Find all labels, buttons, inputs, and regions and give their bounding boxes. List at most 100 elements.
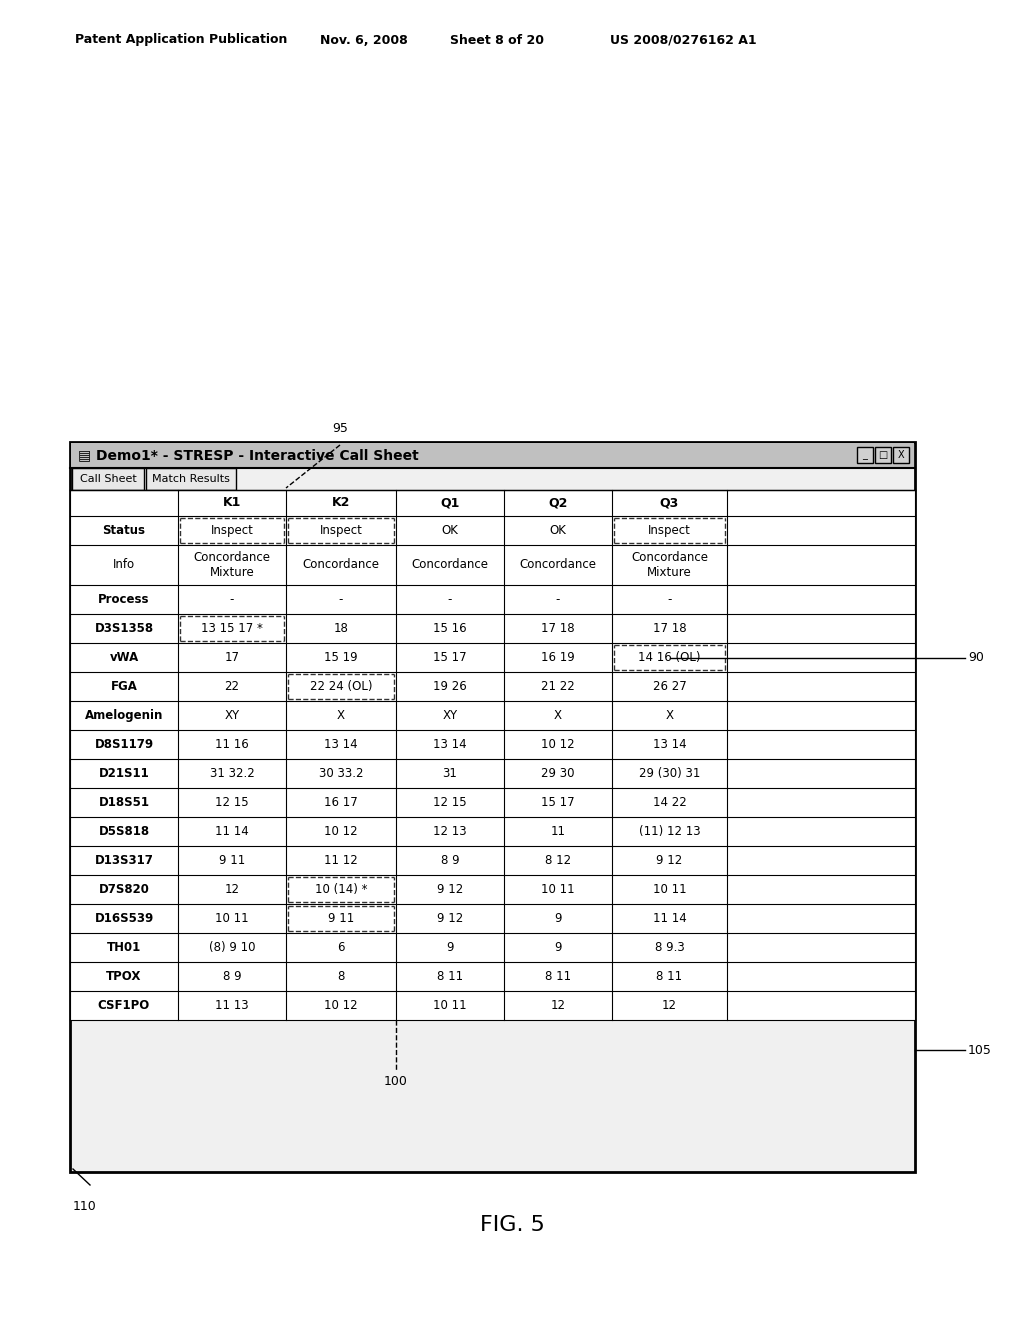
Text: X: X xyxy=(337,709,345,722)
Bar xyxy=(857,447,873,463)
Text: Concordance: Concordance xyxy=(412,558,488,572)
Text: 12 15: 12 15 xyxy=(215,796,249,809)
Text: 11 14: 11 14 xyxy=(215,825,249,838)
Text: 10 (14) *: 10 (14) * xyxy=(314,883,368,896)
Text: 9 12: 9 12 xyxy=(437,883,463,896)
Text: D21S11: D21S11 xyxy=(98,767,150,780)
Text: -: - xyxy=(229,593,234,606)
Text: CSF1PO: CSF1PO xyxy=(98,999,151,1012)
Text: 13 14: 13 14 xyxy=(325,738,357,751)
Text: 11 14: 11 14 xyxy=(652,912,686,925)
Text: Concordance: Concordance xyxy=(302,558,380,572)
Text: 15 17: 15 17 xyxy=(542,796,574,809)
Text: K1: K1 xyxy=(223,496,242,510)
Text: Call Sheet: Call Sheet xyxy=(80,474,136,484)
Text: 8: 8 xyxy=(337,970,345,983)
Text: Inspect: Inspect xyxy=(648,524,691,537)
Text: 10 11: 10 11 xyxy=(652,883,686,896)
Text: 110: 110 xyxy=(73,1200,97,1213)
Text: 11 16: 11 16 xyxy=(215,738,249,751)
Text: (11) 12 13: (11) 12 13 xyxy=(639,825,700,838)
Text: 22: 22 xyxy=(224,680,240,693)
Text: 8 9: 8 9 xyxy=(222,970,242,983)
Text: US 2008/0276162 A1: US 2008/0276162 A1 xyxy=(610,33,757,46)
Text: 10 11: 10 11 xyxy=(215,912,249,925)
Text: 10 11: 10 11 xyxy=(542,883,574,896)
Text: 12 13: 12 13 xyxy=(433,825,467,838)
Text: FGA: FGA xyxy=(111,680,137,693)
Text: TH01: TH01 xyxy=(106,941,141,954)
Text: 15 19: 15 19 xyxy=(325,651,357,664)
Text: 12: 12 xyxy=(224,883,240,896)
Text: FIG. 5: FIG. 5 xyxy=(479,1214,545,1236)
Text: □: □ xyxy=(879,450,888,459)
Text: 22 24 (OL): 22 24 (OL) xyxy=(309,680,373,693)
Text: 26 27: 26 27 xyxy=(652,680,686,693)
Text: 30 33.2: 30 33.2 xyxy=(318,767,364,780)
Text: Concordance
Mixture: Concordance Mixture xyxy=(194,550,270,579)
Text: 11: 11 xyxy=(551,825,565,838)
Text: 90: 90 xyxy=(968,651,984,664)
Text: vWA: vWA xyxy=(110,651,138,664)
Text: 17: 17 xyxy=(224,651,240,664)
Bar xyxy=(874,447,891,463)
Text: X: X xyxy=(898,450,904,459)
Text: (8) 9 10: (8) 9 10 xyxy=(209,941,255,954)
Text: Concordance
Mixture: Concordance Mixture xyxy=(631,550,708,579)
Text: 16 17: 16 17 xyxy=(325,796,357,809)
Text: 29 30: 29 30 xyxy=(542,767,574,780)
Text: 21 22: 21 22 xyxy=(541,680,574,693)
Text: D13S317: D13S317 xyxy=(94,854,154,867)
Text: 8 11: 8 11 xyxy=(545,970,571,983)
Text: XY: XY xyxy=(224,709,240,722)
Text: -: - xyxy=(668,593,672,606)
Text: Amelogenin: Amelogenin xyxy=(85,709,163,722)
Text: Concordance: Concordance xyxy=(519,558,597,572)
Text: 9: 9 xyxy=(554,912,562,925)
Text: 31: 31 xyxy=(442,767,458,780)
Text: 10 12: 10 12 xyxy=(325,825,357,838)
Text: Sheet 8 of 20: Sheet 8 of 20 xyxy=(450,33,544,46)
Text: _: _ xyxy=(862,450,867,459)
Text: Info: Info xyxy=(113,558,135,572)
Text: 8 11: 8 11 xyxy=(437,970,463,983)
Text: 100: 100 xyxy=(384,1074,408,1088)
Text: 8 12: 8 12 xyxy=(545,854,571,867)
Text: Q1: Q1 xyxy=(440,496,460,510)
Text: TPOX: TPOX xyxy=(106,970,141,983)
Text: Q3: Q3 xyxy=(659,496,679,510)
Text: Q2: Q2 xyxy=(548,496,567,510)
Text: K2: K2 xyxy=(332,496,350,510)
Text: 12 15: 12 15 xyxy=(433,796,467,809)
Text: 15 17: 15 17 xyxy=(433,651,467,664)
Text: 13 15 17 *: 13 15 17 * xyxy=(201,622,263,635)
Text: 9 11: 9 11 xyxy=(328,912,354,925)
Text: 9 11: 9 11 xyxy=(219,854,245,867)
Text: OK: OK xyxy=(441,524,459,537)
Text: 95: 95 xyxy=(332,422,348,436)
Text: 9: 9 xyxy=(554,941,562,954)
Text: 19 26: 19 26 xyxy=(433,680,467,693)
Text: 12: 12 xyxy=(662,999,677,1012)
Text: 10 11: 10 11 xyxy=(433,999,467,1012)
Text: D8S1179: D8S1179 xyxy=(94,738,154,751)
Bar xyxy=(70,490,915,1020)
Text: XY: XY xyxy=(442,709,458,722)
Text: -: - xyxy=(447,593,453,606)
Text: -: - xyxy=(556,593,560,606)
Text: Nov. 6, 2008: Nov. 6, 2008 xyxy=(319,33,408,46)
Text: 29 (30) 31: 29 (30) 31 xyxy=(639,767,700,780)
Bar xyxy=(893,447,909,463)
Text: 11 12: 11 12 xyxy=(325,854,357,867)
Text: Status: Status xyxy=(102,524,145,537)
Text: 105: 105 xyxy=(968,1044,992,1056)
Text: X: X xyxy=(554,709,562,722)
Text: D5S818: D5S818 xyxy=(98,825,150,838)
Text: -: - xyxy=(339,593,343,606)
Text: 12: 12 xyxy=(551,999,565,1012)
Text: 8 9: 8 9 xyxy=(440,854,460,867)
Text: 13 14: 13 14 xyxy=(433,738,467,751)
Text: 13 14: 13 14 xyxy=(652,738,686,751)
Text: 31 32.2: 31 32.2 xyxy=(210,767,254,780)
Text: Inspect: Inspect xyxy=(319,524,362,537)
